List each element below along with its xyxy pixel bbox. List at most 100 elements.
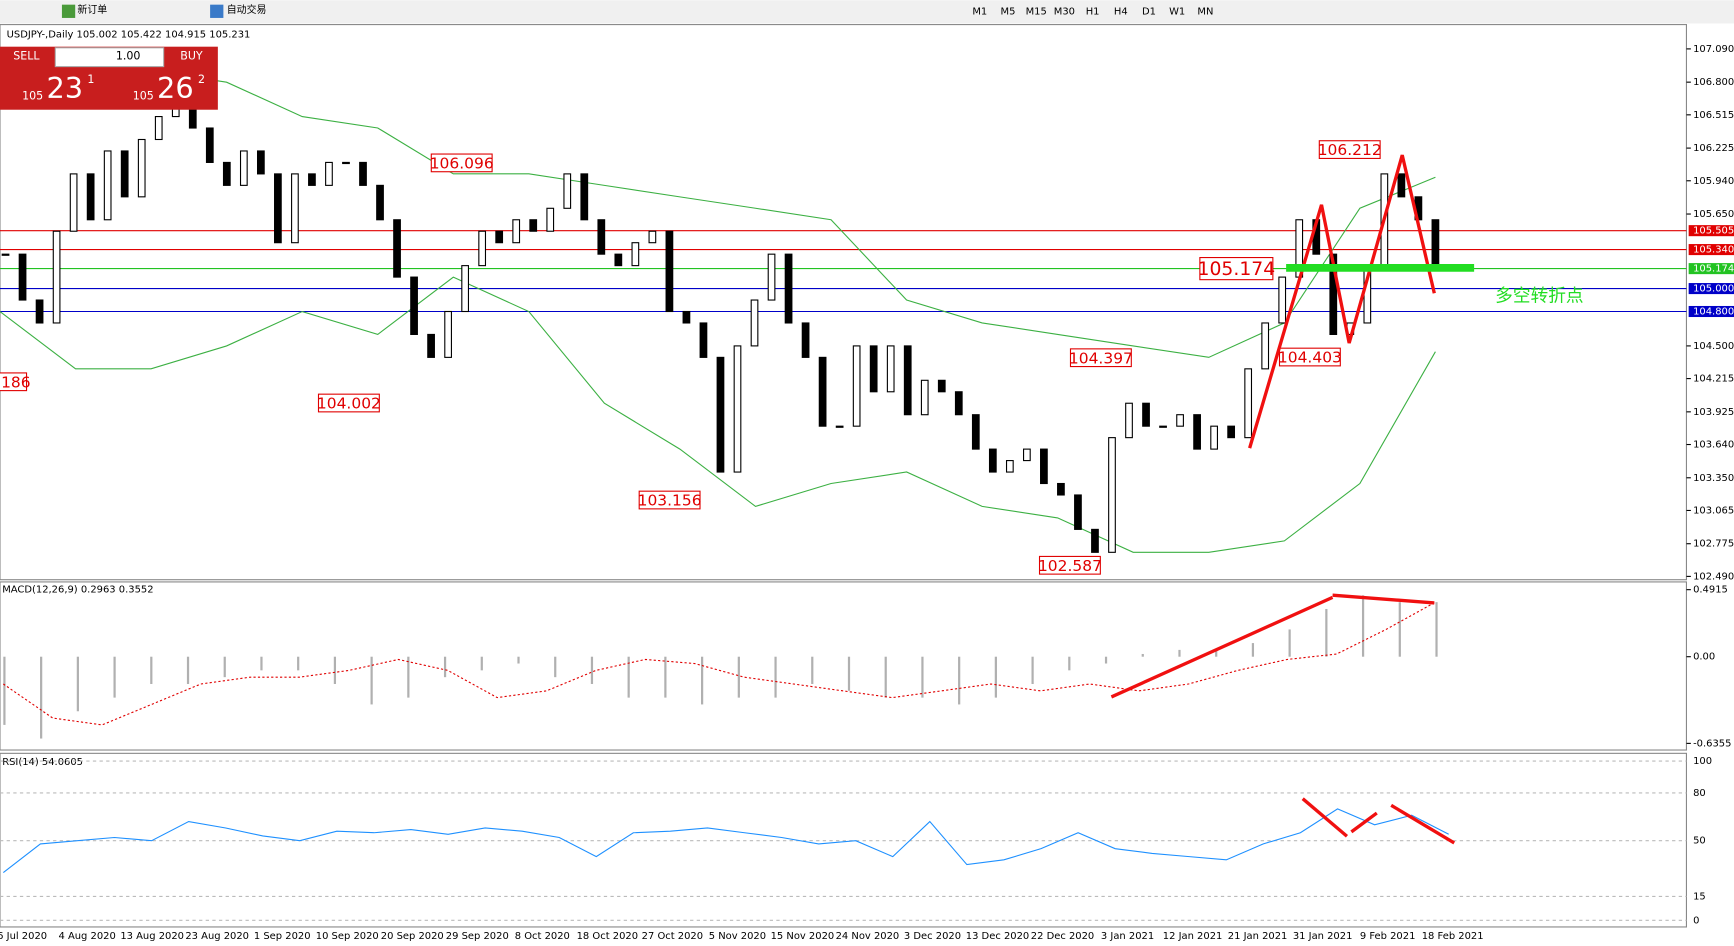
candle xyxy=(716,356,725,473)
candle xyxy=(954,391,963,416)
pivot-note: 多空转折点 xyxy=(1495,286,1583,307)
candle xyxy=(274,173,282,244)
candle xyxy=(682,310,691,324)
x-tick-label: 8 Oct 2020 xyxy=(515,931,570,942)
bollinger-band xyxy=(0,70,1436,358)
candle xyxy=(205,127,214,163)
rsi-line xyxy=(2,808,1449,873)
timeframe-button[interactable]: M15 xyxy=(1026,6,1047,17)
candle xyxy=(648,230,657,244)
macd-bar xyxy=(1435,602,1438,657)
candle xyxy=(308,173,316,186)
macd-bar xyxy=(76,656,79,712)
candle xyxy=(631,242,640,267)
y-tick-label: 106.800 xyxy=(1693,77,1734,88)
macd-bar xyxy=(223,656,226,678)
timeframe-button[interactable]: M30 xyxy=(1054,6,1075,17)
timeframe-button[interactable]: M5 xyxy=(1001,6,1016,17)
candle xyxy=(1278,276,1287,324)
auto-trade-icon[interactable] xyxy=(210,4,224,18)
candle xyxy=(1005,460,1014,473)
macd-bar xyxy=(186,656,190,684)
lot-size[interactable]: 1.00 xyxy=(116,50,141,63)
price-tag-label: 105.340 xyxy=(1693,245,1734,256)
price-tag xyxy=(1688,225,1734,237)
macd-bar xyxy=(774,656,777,698)
x-tick-label: 23 Aug 2020 xyxy=(185,931,249,942)
candle xyxy=(529,219,538,232)
candle xyxy=(988,448,997,473)
price-annotation-box xyxy=(430,153,493,173)
macd-signal xyxy=(3,601,1436,726)
y-tick-label: -0.6355 xyxy=(1693,738,1731,749)
macd-bar xyxy=(1031,656,1034,684)
macd-bar xyxy=(554,656,557,678)
price-annotation-box xyxy=(317,393,380,413)
bollinger-band xyxy=(0,276,1436,553)
macd-bar xyxy=(737,656,740,698)
timeframe-button[interactable]: H1 xyxy=(1086,6,1100,17)
candle xyxy=(137,138,146,198)
timeframe-button[interactable]: M1 xyxy=(972,6,987,17)
macd-bar xyxy=(1068,656,1071,671)
candle xyxy=(767,253,776,301)
timeframe-button[interactable]: H4 xyxy=(1114,6,1128,17)
candle xyxy=(1074,494,1082,530)
cut-annotation: 186 xyxy=(1,373,31,391)
timeframe-button[interactable]: MN xyxy=(1197,6,1213,17)
candle xyxy=(937,379,946,393)
y-tick-label: 15 xyxy=(1693,891,1706,902)
timeframe-button[interactable]: W1 xyxy=(1169,6,1185,17)
y-tick-label: 106.515 xyxy=(1693,110,1734,121)
y-tick-label: 104.500 xyxy=(1693,341,1734,352)
candle xyxy=(1397,173,1406,198)
candle xyxy=(1040,448,1048,485)
macd-title: MACD(12,26,9) 0.2963 0.3552 xyxy=(2,585,153,596)
main-pane xyxy=(0,24,1688,581)
y-tick-label: 103.065 xyxy=(1693,505,1734,516)
buy-button[interactable]: BUY xyxy=(180,50,203,63)
y-tick-label: 107.090 xyxy=(1693,44,1734,55)
auto-trade[interactable]: 自动交易 xyxy=(227,3,267,16)
price-annotation: 103.156 xyxy=(638,492,702,510)
candle xyxy=(1057,482,1065,496)
candle xyxy=(1125,402,1133,439)
macd-bar xyxy=(1398,602,1401,657)
sell-price-big: 105 xyxy=(22,89,43,102)
macd-bar xyxy=(1251,643,1255,657)
candle xyxy=(1,253,10,256)
price-annotation-box xyxy=(1318,140,1381,159)
candle xyxy=(1159,425,1167,428)
y-tick-label: 103.925 xyxy=(1693,407,1734,418)
price-annotation: 104.403 xyxy=(1278,349,1342,367)
price-tag-label: 105.174 xyxy=(1693,264,1734,275)
macd-bar xyxy=(113,656,116,698)
rsi-title: RSI(14) 54.0605 xyxy=(2,757,83,768)
price-annotation: 104.002 xyxy=(317,395,381,413)
candle xyxy=(1176,414,1184,427)
new-order-icon[interactable] xyxy=(61,4,76,18)
x-tick-label: 5 Nov 2020 xyxy=(709,931,766,942)
candle xyxy=(852,345,861,427)
buy-price-sup: 2 xyxy=(198,73,205,86)
new-order[interactable]: 新订单 xyxy=(77,3,107,16)
macd-bar xyxy=(150,656,153,684)
macd-bar xyxy=(958,656,961,705)
candle xyxy=(801,322,810,358)
macd-bar xyxy=(994,656,997,698)
candle xyxy=(222,161,231,186)
y-tick-label: 0.00 xyxy=(1693,652,1715,663)
macd-bar xyxy=(443,656,447,678)
y-tick-label: 104.215 xyxy=(1693,374,1734,385)
candle xyxy=(818,356,827,427)
sell-button[interactable]: SELL xyxy=(13,50,40,63)
x-tick-label: 13 Aug 2020 xyxy=(120,931,184,942)
timeframe-button[interactable]: D1 xyxy=(1142,6,1156,17)
price-tag xyxy=(1688,283,1734,295)
candle xyxy=(478,230,487,267)
trade-panel: SELL BUY 1.00 105 23 1 105 26 2 xyxy=(0,46,218,110)
price-annotation-box xyxy=(638,490,701,510)
candle xyxy=(325,161,333,186)
candle xyxy=(1244,368,1253,439)
